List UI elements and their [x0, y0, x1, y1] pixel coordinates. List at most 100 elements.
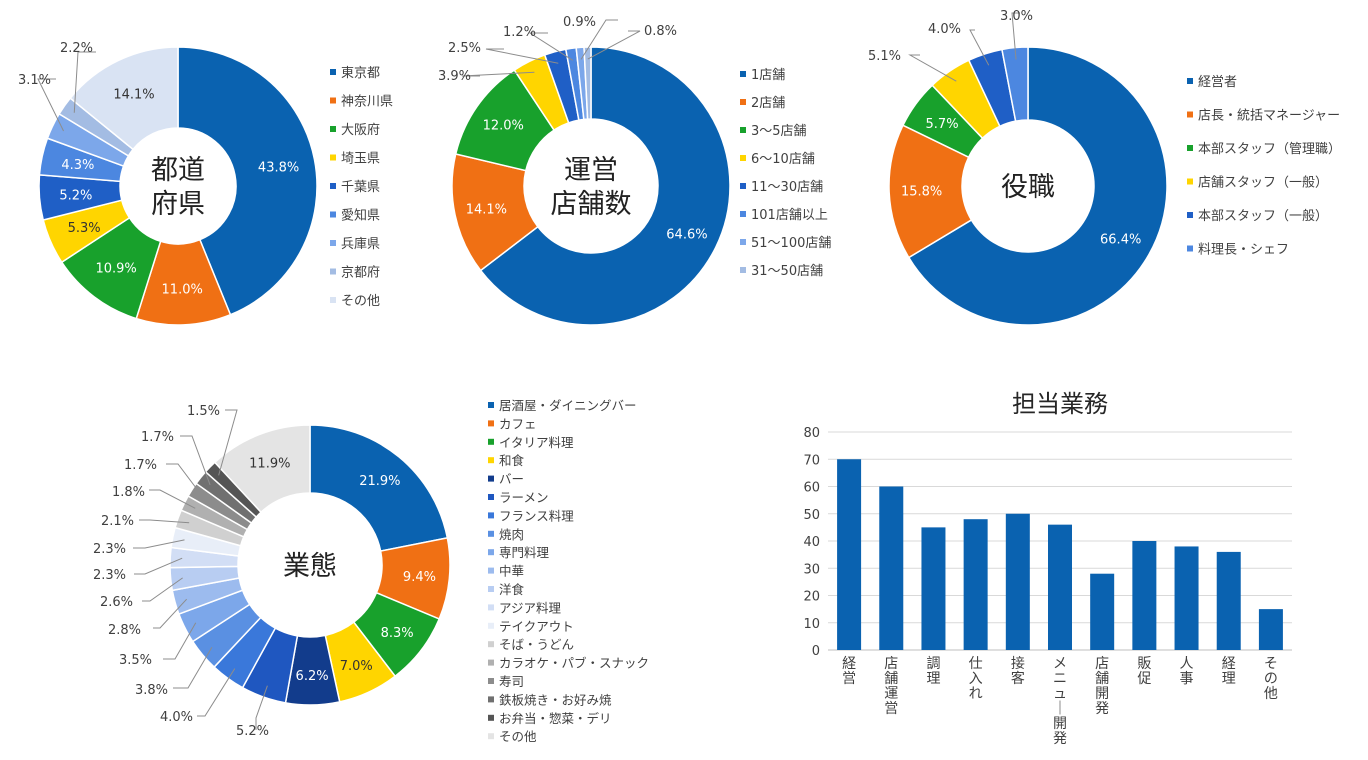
x-tick-label: 店舗運営 — [884, 656, 898, 717]
legend-entry: 埼玉県 — [341, 152, 380, 167]
y-tick-label: 80 — [803, 426, 820, 441]
x-tick-label: メニュ｜開発 — [1053, 656, 1067, 747]
legend-swatch — [488, 438, 494, 445]
legend-entry: 101店舗以上 — [751, 208, 828, 223]
legend-swatch — [488, 475, 494, 482]
x-tick-label: 販促 — [1137, 656, 1151, 687]
data-label: 2.3% — [93, 542, 126, 557]
bar — [1174, 546, 1199, 650]
legend-swatch — [488, 678, 494, 684]
bar — [1216, 551, 1241, 650]
legend-entry: 千葉県 — [341, 180, 380, 195]
legend-entry: 51～100店舗 — [751, 236, 831, 251]
x-tick-label: その他 — [1264, 656, 1278, 702]
data-label: 5.2% — [59, 189, 92, 204]
x-tick-label: 経理 — [1222, 656, 1236, 687]
data-label: 5.2% — [236, 724, 269, 739]
legend-swatch — [330, 69, 336, 75]
data-label: 2.6% — [100, 595, 133, 610]
legend-swatch — [488, 530, 494, 537]
bar — [837, 459, 862, 650]
bar — [1048, 524, 1072, 650]
leader-line — [908, 54, 957, 82]
x-tick-label: 人事 — [1180, 656, 1194, 687]
legend-swatch — [330, 97, 336, 104]
legend-entry: 神奈川県 — [341, 95, 393, 110]
legend-swatch — [330, 211, 336, 218]
data-label: 0.8% — [644, 24, 677, 39]
legend-entry: その他 — [499, 729, 537, 744]
data-label: 2.1% — [101, 514, 134, 529]
legend-swatch — [740, 239, 746, 245]
data-label: 5.7% — [926, 117, 959, 132]
legend-swatch — [488, 696, 494, 703]
legend-entry: 和食 — [499, 453, 525, 468]
data-label: 3.0% — [1000, 9, 1033, 24]
legend-swatch — [740, 211, 746, 217]
legend-swatch — [330, 268, 336, 275]
legend-entry: 3～5店舗 — [751, 124, 807, 139]
legend-swatch — [488, 622, 494, 629]
legend-entry: ラーメン — [499, 490, 549, 505]
data-label: 8.3% — [381, 626, 414, 641]
x-tick-label: 経営 — [842, 656, 856, 687]
bar — [921, 527, 946, 650]
x-tick-label: 仕入れ — [969, 656, 983, 702]
donut-chart-3: 66.4% 15.8% 5.7% 5.1% 4.0% 3.0% 役職 経営者店長・統括マネージ… — [868, 9, 1341, 326]
leader-line — [134, 557, 183, 575]
legend-entry: 愛知県 — [341, 208, 380, 224]
donut-slice — [177, 46, 318, 316]
y-tick-label: 20 — [803, 590, 820, 605]
legend-entry: アジア料理 — [499, 600, 562, 615]
donut-slice — [309, 424, 449, 552]
data-label: 3.1% — [18, 73, 51, 88]
legend-entry: 中華 — [499, 564, 524, 579]
legend-entry: 経営者 — [1198, 75, 1237, 90]
leader-line — [255, 685, 268, 730]
bar-chart: 担当業務 0 10 20 30 40 50 60 70 80 経営 店舗運営 調理 仕入れ 接客 メニュ｜開発… — [803, 390, 1292, 747]
y-tick-label: 70 — [803, 453, 820, 468]
donut-slice — [888, 124, 973, 259]
legend-entry: 兵庫県 — [341, 237, 380, 252]
leader-line — [1011, 12, 1020, 60]
legend-swatch — [740, 99, 746, 105]
legend-swatch — [1187, 78, 1193, 84]
donut-chart-1: 43.8% 11.0% 10.9% 5.3% 5.2% 4.3% 3.1% 2.2% 14.1%… — [18, 41, 393, 326]
leader-line — [153, 598, 188, 629]
legend-entry: お弁当・惣菜・デリ — [499, 711, 612, 726]
leader-line — [163, 622, 197, 660]
legend-entry: 2店舗 — [751, 96, 785, 111]
legend-entry: 本部スタッフ（一般） — [1198, 208, 1328, 224]
data-label: 64.6% — [666, 227, 707, 242]
y-tick-label: 60 — [803, 481, 820, 496]
data-label: 5.3% — [68, 221, 101, 236]
data-label: 0.9% — [563, 15, 596, 30]
legend-swatch — [330, 297, 336, 303]
data-label: 14.1% — [466, 202, 507, 217]
legend: 1店舗 2店舗 3～5店舗 6～10店舗 11～30店舗 101店舗以上 51～100店舗 3… — [740, 68, 831, 279]
legend-swatch — [488, 494, 494, 500]
legend-entry: イタリア料理 — [499, 435, 574, 450]
legend-swatch — [330, 126, 336, 132]
legend-entry: その他 — [341, 294, 380, 309]
bar — [879, 486, 904, 650]
y-tick-label: 10 — [803, 617, 820, 632]
bar — [963, 519, 988, 650]
legend-entry: 店舗スタッフ（一般） — [1198, 175, 1328, 191]
data-label: 5.1% — [868, 49, 901, 64]
data-label: 1.8% — [112, 485, 145, 500]
leader-line — [133, 539, 185, 549]
leader-line — [73, 51, 96, 113]
legend-swatch — [1187, 111, 1193, 118]
donut-slice — [583, 46, 592, 120]
legend-swatch — [488, 567, 494, 574]
data-label: 1.7% — [141, 430, 174, 445]
leader-line — [485, 48, 559, 64]
data-label: 2.5% — [448, 41, 481, 56]
leader-line — [180, 435, 211, 486]
legend-swatch — [488, 549, 494, 556]
legend-entry: 大阪府 — [341, 123, 380, 138]
legend-swatch — [488, 733, 494, 740]
